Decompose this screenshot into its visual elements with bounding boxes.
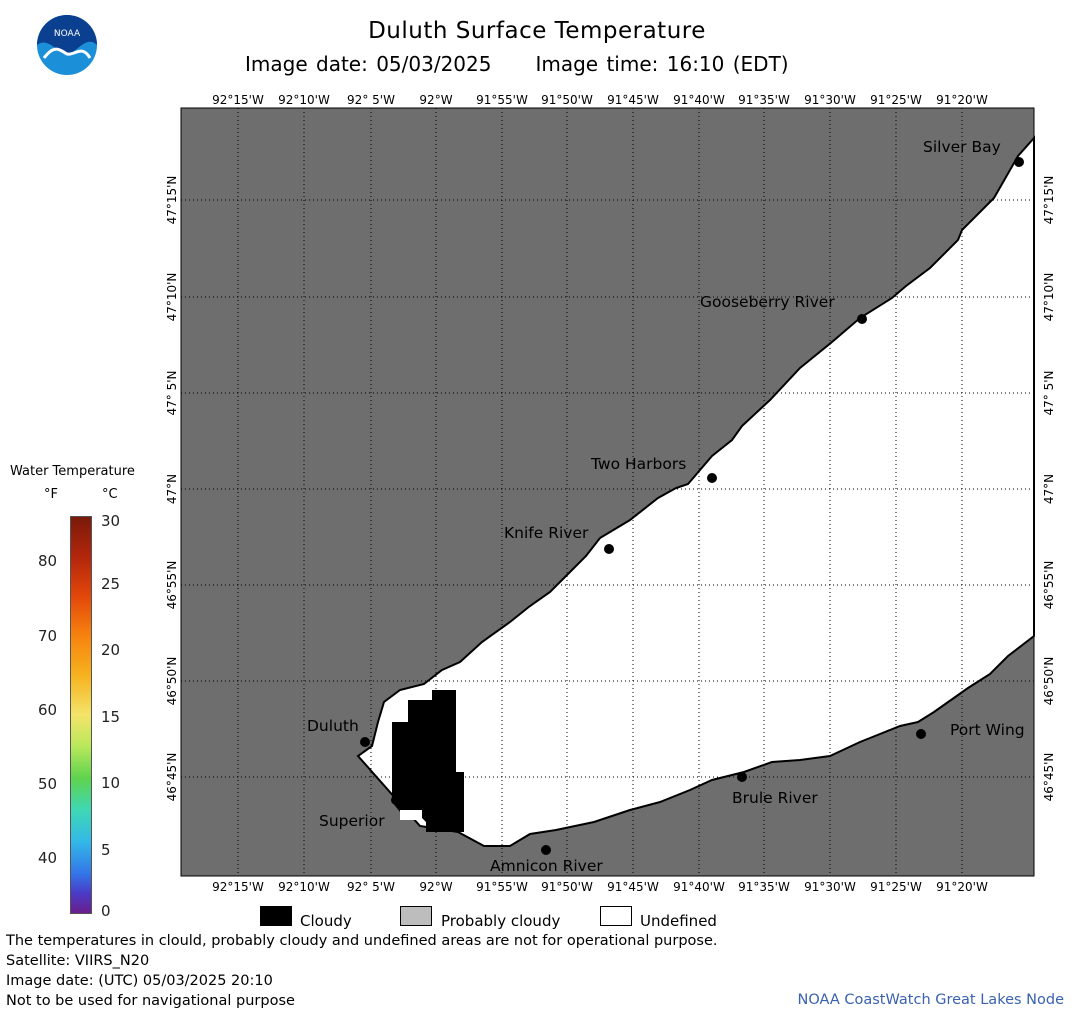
longitude-label-bottom: 91°55'W <box>476 880 528 894</box>
latitude-label-left: 46°45'N <box>165 753 179 802</box>
footer-image-date-utc: Image date: (UTC) 05/03/2025 20:10 <box>6 973 273 989</box>
latitude-label-right: 47°N <box>1042 474 1056 504</box>
latitude-labels-right: 47°15'N 47°10'N 47° 5'N 47°N 46°55'N 46°50'N 4… <box>1042 176 1056 802</box>
undefined-label: Undefined <box>640 912 717 930</box>
longitude-label-top: 91°30'W <box>804 93 856 107</box>
map-frame <box>180 107 1035 877</box>
image-datetime: Image date: 05/03/2025 Image time: 16:10 … <box>245 52 833 76</box>
fahrenheit-tick: 60 <box>38 701 58 719</box>
unit-celsius: °C <box>102 487 118 502</box>
superior-marker <box>391 795 401 805</box>
celsius-tick: 25 <box>101 575 121 593</box>
fahrenheit-tick: 70 <box>38 627 58 645</box>
fahrenheit-tick: 40 <box>38 849 58 867</box>
probably-cloudy-label: Probably cloudy <box>441 912 561 930</box>
latitude-label-right: 46°50'N <box>1042 657 1056 706</box>
place-label-amnicon-river: Amnicon River <box>490 857 603 875</box>
longitude-label-bottom: 91°40'W <box>673 880 725 894</box>
cloudy-label: Cloudy <box>300 912 352 930</box>
place-label-brule-river: Brule River <box>732 789 818 807</box>
latitude-label-left: 47°N <box>165 474 179 504</box>
longitude-label-bottom: 91°50'W <box>541 880 593 894</box>
celsius-tick: 5 <box>101 841 111 859</box>
longitude-label-top: 91°20'W <box>936 93 988 107</box>
place-label-superior: Superior <box>319 812 385 830</box>
fahrenheit-tick: 50 <box>38 775 58 793</box>
gooseberry-river-marker <box>857 314 867 324</box>
celsius-tick: 30 <box>101 512 121 530</box>
port-wing-marker <box>916 729 926 739</box>
place-label-gooseberry-river: Gooseberry River <box>700 293 835 311</box>
longitude-label-bottom: 92°10'W <box>278 880 330 894</box>
longitude-label-bottom: 92° 5'W <box>347 880 395 894</box>
longitude-label-top: 91°55'W <box>476 93 528 107</box>
footer-satellite: Satellite: VIIRS_N20 <box>6 953 150 969</box>
latitude-label-left: 46°50'N <box>165 657 179 706</box>
longitude-label-bottom: 91°25'W <box>870 880 922 894</box>
cloudy-swatch <box>260 906 292 926</box>
image-time: Image time: 16:10 (EDT) <box>535 52 789 76</box>
latitude-label-right: 47° 5'N <box>1042 371 1056 416</box>
logo-text: NOAA <box>54 29 81 39</box>
undefined-swatch <box>600 906 632 926</box>
longitude-labels-bottom: 92°15'W 92°10'W 92° 5'W 92°W 91°55'W 91°50'W 9… <box>212 880 988 894</box>
page-title: Duluth Surface Temperature <box>368 18 706 44</box>
longitude-label-top: 91°35'W <box>738 93 790 107</box>
latitude-label-left: 46°55'N <box>165 561 179 610</box>
silver-bay-marker <box>1014 157 1024 167</box>
longitude-label-top: 92°15'W <box>212 93 264 107</box>
temperature-colorbar <box>70 516 92 914</box>
celsius-tick: 20 <box>101 641 121 659</box>
amnicon-river-marker <box>541 845 551 855</box>
latitude-label-left: 47°15'N <box>165 176 179 225</box>
place-label-knife-river: Knife River <box>504 524 589 542</box>
longitude-label-bottom: 92°15'W <box>212 880 264 894</box>
longitude-label-top: 91°50'W <box>541 93 593 107</box>
latitude-label-right: 46°55'N <box>1042 561 1056 610</box>
cloud-area <box>392 690 464 832</box>
noaa-logo-icon: NOAA <box>37 15 97 75</box>
footer-navigation: Not to be used for navigational purpose <box>6 993 295 1009</box>
celsius-tick: 0 <box>101 902 111 920</box>
celsius-tick: 10 <box>101 774 121 792</box>
celsius-tick: 15 <box>101 708 121 726</box>
place-label-duluth: Duluth <box>307 717 359 735</box>
latitude-label-right: 47°10'N <box>1042 273 1056 322</box>
unit-fahrenheit: °F <box>44 487 58 502</box>
knife-river-marker <box>604 544 614 554</box>
brule-river-marker <box>737 772 747 782</box>
lat-lon-grid <box>181 108 1034 876</box>
latitude-label-left: 47° 5'N <box>165 371 179 416</box>
place-label-silver-bay: Silver Bay <box>923 138 1001 156</box>
longitude-label-top: 91°45'W <box>607 93 659 107</box>
longitude-label-top: 92°10'W <box>278 93 330 107</box>
duluth-marker <box>360 737 370 747</box>
longitude-label-top: 92°W <box>419 93 452 107</box>
longitude-label-bottom: 91°45'W <box>607 880 659 894</box>
footer-note: The temperatures in clould, probably clo… <box>6 933 718 949</box>
longitude-label-bottom: 91°35'W <box>738 880 790 894</box>
fahrenheit-tick: 80 <box>38 552 58 570</box>
credit-link[interactable]: NOAA CoastWatch Great Lakes Node <box>797 992 1064 1008</box>
place-markers <box>360 157 1024 855</box>
longitude-label-bottom: 91°30'W <box>804 880 856 894</box>
legend-title: Water Temperature <box>10 464 135 479</box>
latitude-label-left: 47°10'N <box>165 273 179 322</box>
longitude-labels-top: 92°15'W 92°10'W 92° 5'W 92°W 91°55'W 91°50'W 9… <box>212 93 988 107</box>
longitude-label-top: 91°40'W <box>673 93 725 107</box>
longitude-label-bottom: 91°20'W <box>936 880 988 894</box>
image-date: Image date: 05/03/2025 <box>245 52 492 76</box>
latitude-labels-left: 47°15'N 47°10'N 47° 5'N 47°N 46°55'N 46°50'N 4… <box>165 176 179 802</box>
place-label-two-harbors: Two Harbors <box>590 455 686 473</box>
latitude-label-right: 47°15'N <box>1042 176 1056 225</box>
two-harbors-marker <box>707 473 717 483</box>
place-label-port-wing: Port Wing <box>950 721 1025 739</box>
longitude-label-top: 91°25'W <box>870 93 922 107</box>
longitude-label-bottom: 92°W <box>419 880 452 894</box>
longitude-label-top: 92° 5'W <box>347 93 395 107</box>
latitude-label-right: 46°45'N <box>1042 753 1056 802</box>
probably-cloudy-swatch <box>400 906 432 926</box>
